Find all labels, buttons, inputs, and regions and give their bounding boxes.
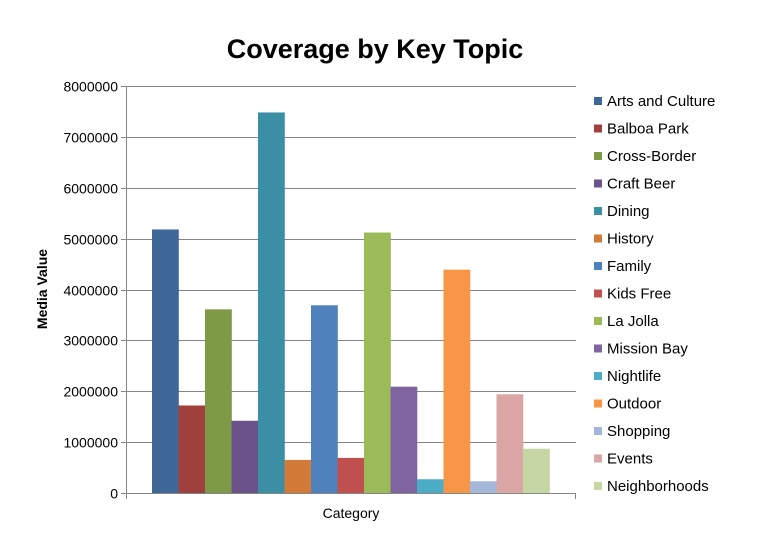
legend-label: Neighborhoods	[607, 478, 709, 495]
y-tick-label: 5000000	[63, 232, 118, 248]
bar-outdoor	[443, 269, 471, 493]
legend-label: Outdoor	[607, 396, 661, 413]
legend-label: Balboa Park	[607, 121, 689, 138]
legend-label: History	[607, 231, 654, 248]
legend-item: Arts and Culture	[594, 93, 715, 110]
bar-family	[311, 305, 338, 493]
y-tick-label: 8000000	[63, 79, 118, 95]
x-axis-label: Category	[323, 505, 380, 521]
legend-label: Cross-Border	[607, 148, 696, 165]
bar-arts-and-culture	[152, 229, 179, 493]
bar-la-jolla	[364, 232, 391, 493]
bar-neighborhoods	[523, 448, 550, 493]
chart-title: Coverage by Key Topic	[227, 34, 524, 64]
legend-item: Kids Free	[594, 286, 671, 303]
legend-swatch	[594, 289, 602, 298]
legend-label: Craft Beer	[607, 176, 675, 193]
bars	[152, 112, 550, 493]
bar-craft-beer	[231, 420, 259, 493]
legend-label: Kids Free	[607, 286, 671, 303]
y-axis-ticks: 0 1000000 2000000 3000000 4000000 5000000 6000…	[63, 79, 126, 502]
y-tick-label: 7000000	[63, 130, 118, 146]
grid-lines	[126, 86, 576, 443]
legend-label: Family	[607, 258, 652, 275]
y-axis-label: Media Value	[34, 249, 50, 329]
legend-swatch	[594, 317, 602, 325]
bar-events	[496, 394, 524, 493]
legend-item: History	[594, 231, 654, 248]
legend-item: Balboa Park	[594, 121, 689, 138]
legend-swatch	[594, 262, 602, 270]
legend-item: Dining	[594, 203, 650, 220]
legend-swatch	[594, 482, 602, 490]
y-tick-label: 4000000	[63, 283, 118, 299]
y-tick-label: 6000000	[63, 181, 118, 197]
bar-shopping	[470, 481, 497, 493]
y-tick-label: 3000000	[63, 333, 118, 349]
legend-item: Mission Bay	[594, 341, 688, 358]
bar-balboa-park	[178, 405, 206, 493]
legend-item: Events	[594, 451, 653, 468]
legend-swatch	[594, 179, 602, 188]
bar-history	[284, 459, 312, 493]
legend-item: Family	[594, 258, 652, 275]
legend-swatch	[594, 124, 602, 133]
bar-kids-free	[337, 457, 365, 493]
legend-swatch	[594, 344, 602, 353]
legend-item: La Jolla	[594, 313, 659, 330]
legend-label: Nightlife	[607, 368, 661, 385]
legend-swatch	[594, 427, 602, 435]
legend-swatch	[594, 152, 602, 160]
legend-swatch	[594, 97, 602, 105]
legend-item: Cross-Border	[594, 148, 696, 165]
legend-label: Events	[607, 451, 653, 468]
legend-swatch	[594, 454, 602, 463]
legend-label: La Jolla	[607, 313, 659, 330]
bar-cross-border	[205, 309, 232, 493]
y-tick-label: 0	[110, 486, 118, 502]
legend-swatch	[594, 207, 602, 215]
axes	[126, 86, 576, 499]
y-tick-label: 2000000	[63, 384, 118, 400]
legend-item: Shopping	[594, 423, 670, 440]
legend-swatch	[594, 234, 602, 243]
legend-label: Mission Bay	[607, 341, 688, 358]
bar-nightlife	[417, 479, 444, 493]
legend-label: Dining	[607, 203, 650, 220]
legend-swatch	[594, 399, 602, 408]
legend: Arts and Culture Balboa Park Cross-Border C…	[594, 93, 715, 495]
legend-item: Craft Beer	[594, 176, 675, 193]
legend-item: Neighborhoods	[594, 478, 709, 495]
y-tick-label: 1000000	[63, 435, 118, 451]
legend-item: Nightlife	[594, 368, 661, 385]
legend-swatch	[594, 372, 602, 380]
legend-label: Shopping	[607, 423, 670, 440]
legend-item: Outdoor	[594, 396, 661, 413]
legend-label: Arts and Culture	[607, 93, 715, 110]
bar-dining	[258, 112, 285, 493]
bar-mission-bay	[390, 386, 418, 493]
